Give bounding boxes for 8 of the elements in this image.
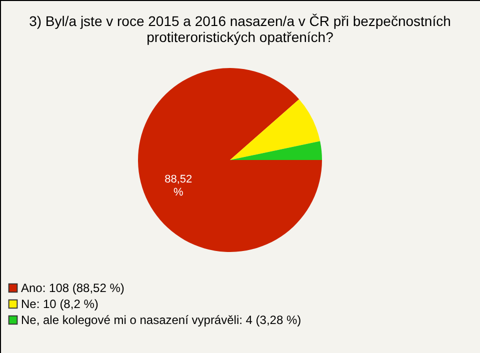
pie-slice xyxy=(230,141,322,160)
pie-slice xyxy=(230,99,320,160)
data-label: 88,52 % xyxy=(164,173,192,198)
legend-label: Ne: 10 (8,2 %) xyxy=(21,297,98,311)
chart-title: 3) Byl/a jste v roce 2015 a 2016 nasazen/a v ČR při bezpečnostních protiteroristických opatřeních? xyxy=(29,13,451,45)
pie-slice xyxy=(138,68,322,252)
legend-label: Ano: 108 (88,52 %) xyxy=(21,281,124,295)
legend-label: Ne, ale kolegové mi o nasazení vyprávěli: 4 (3,28 %) xyxy=(21,313,302,327)
